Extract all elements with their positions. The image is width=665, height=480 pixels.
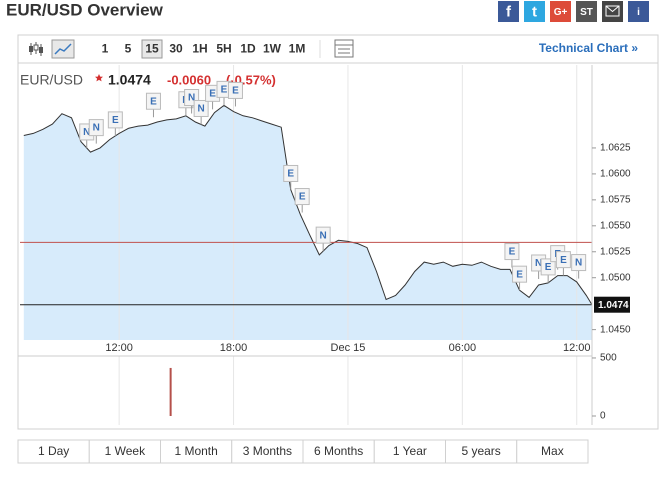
- share-button[interactable]: [498, 1, 519, 22]
- area-fill: [23, 105, 593, 341]
- mail-icon: [605, 5, 620, 17]
- share-button[interactable]: [550, 1, 571, 22]
- range-label: 1 Day: [38, 444, 69, 458]
- interval-button[interactable]: 1M: [289, 42, 306, 56]
- event-flag[interactable]: [283, 164, 299, 182]
- interval-button[interactable]: 1H: [192, 42, 207, 56]
- y-tick-label: 1.0575: [600, 194, 631, 205]
- event-label: E: [150, 96, 157, 107]
- event-label: N: [320, 230, 327, 241]
- y-tick-label: 1.0625: [600, 143, 631, 154]
- range-label: 1 Month: [174, 444, 217, 458]
- interval-button[interactable]: 5H: [216, 42, 231, 56]
- event-label: E: [516, 269, 523, 280]
- event-flag[interactable]: [512, 265, 528, 283]
- share-button[interactable]: [628, 1, 649, 22]
- event-label: N: [575, 258, 582, 269]
- y-tick-label: 1.0600: [600, 169, 631, 180]
- quote-symbol: EUR/USD: [20, 72, 83, 88]
- event-flag[interactable]: [315, 226, 331, 244]
- interval-button[interactable]: 1W: [263, 42, 282, 56]
- x-tick-label: 12:00: [563, 342, 591, 354]
- event-label: E: [221, 85, 228, 96]
- x-tick-label: Dec 15: [331, 342, 366, 354]
- event-label: E: [509, 247, 516, 258]
- event-label: N: [188, 93, 195, 104]
- event-flag[interactable]: [107, 111, 123, 129]
- y-tick-label: 0: [600, 411, 606, 422]
- x-tick-label: 12:00: [105, 342, 133, 354]
- mail-icon: [605, 5, 620, 13]
- event-label: E: [287, 169, 294, 180]
- interval-button[interactable]: 1D: [240, 42, 256, 56]
- event-flag[interactable]: [227, 81, 243, 99]
- range-label: 1 Year: [393, 444, 427, 458]
- range-label: 5 years: [461, 444, 500, 458]
- event-flag[interactable]: [540, 258, 556, 276]
- event-flag[interactable]: [88, 119, 104, 137]
- share-label: G+: [554, 7, 568, 18]
- interval-button[interactable]: 1: [102, 42, 109, 56]
- chart-type-candle[interactable]: [29, 42, 43, 56]
- page-title: EUR/USD Overview: [6, 0, 164, 19]
- range-label: 3 Months: [243, 444, 292, 458]
- event-label: N: [83, 127, 90, 138]
- range-label: Max: [541, 444, 564, 458]
- share-label: i: [637, 7, 640, 18]
- y-tick-label: 1.0500: [600, 272, 631, 283]
- range-button[interactable]: [516, 439, 589, 464]
- event-label: E: [112, 115, 119, 126]
- price-line: [23, 104, 593, 305]
- volume-bar: [169, 367, 172, 416]
- event-label: N: [535, 258, 542, 269]
- quote-price: 1.0474: [108, 72, 151, 88]
- x-tick-label: 18:00: [220, 342, 248, 354]
- technical-chart-link[interactable]: Technical Chart »: [539, 41, 638, 55]
- event-flag[interactable]: [193, 99, 209, 117]
- interval-button[interactable]: 5: [125, 42, 132, 56]
- event-label: E: [299, 192, 306, 203]
- event-label: N: [93, 123, 100, 134]
- alert-star: [95, 74, 103, 82]
- event-label: E: [545, 262, 552, 273]
- settings-icon[interactable]: [334, 39, 354, 58]
- y-tick-label: 1.0550: [600, 220, 631, 231]
- interval-button[interactable]: 15: [145, 42, 159, 56]
- range-label: 6 Months: [314, 444, 363, 458]
- event-flag[interactable]: [571, 254, 587, 272]
- y-tick-label: 1.0525: [600, 246, 631, 257]
- chart-type-line[interactable]: [51, 39, 75, 59]
- current-price-tag: [594, 296, 630, 313]
- current-price-label: 1.0474: [598, 300, 629, 311]
- interval-active: [141, 39, 163, 59]
- event-flag[interactable]: [504, 243, 520, 261]
- event-label: E: [560, 255, 567, 266]
- event-flag[interactable]: [555, 251, 571, 269]
- interval-button[interactable]: 30: [169, 42, 183, 56]
- event-label: E: [209, 88, 216, 99]
- quote-change: -0.0060: [167, 72, 211, 87]
- share-button[interactable]: [576, 1, 597, 22]
- share-button[interactable]: [524, 1, 545, 22]
- event-label: E: [232, 86, 239, 97]
- range-label: 1 Week: [105, 444, 146, 458]
- share-label: t: [532, 3, 537, 20]
- share-label: f: [506, 3, 512, 20]
- event-flag[interactable]: [145, 92, 161, 110]
- share-label: ST: [580, 7, 593, 18]
- event-label: N: [198, 104, 205, 115]
- y-tick-label: 1.0450: [600, 324, 631, 335]
- event-flag[interactable]: [294, 188, 310, 206]
- x-tick-label: 06:00: [449, 342, 477, 354]
- y-tick-label: 500: [600, 353, 617, 364]
